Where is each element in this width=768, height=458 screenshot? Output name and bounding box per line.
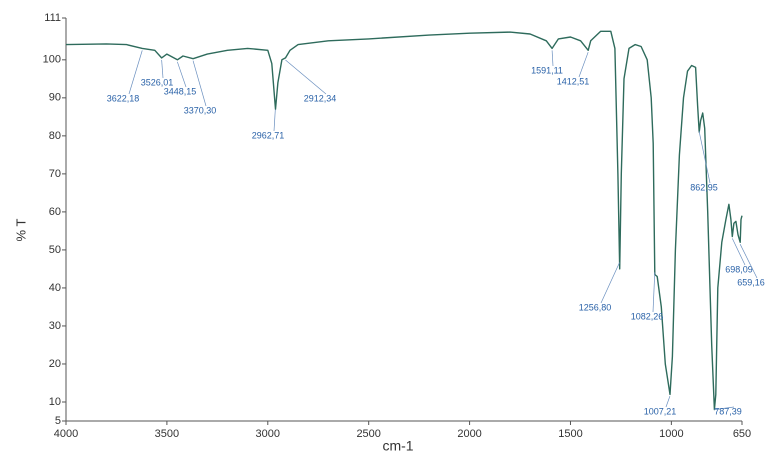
annotation-leader: [698, 130, 711, 184]
annotation-label: 1082,26: [631, 311, 664, 321]
y-tick-label: 90: [49, 92, 61, 104]
annotation-label: 698,09: [725, 264, 753, 274]
annotation-leader: [652, 272, 656, 313]
annotation-leader: [128, 50, 143, 95]
annotation-label: 1007,21: [644, 406, 677, 416]
annotation-leader: [551, 50, 554, 67]
annotation-leader: [600, 262, 620, 304]
y-tick-label: 40: [49, 282, 61, 294]
annotation-leader: [161, 59, 164, 79]
x-tick-label: 2000: [457, 428, 481, 440]
x-tick-label: 650: [733, 428, 751, 440]
y-tick-label: 100: [43, 54, 61, 66]
x-axis-label: cm-1: [382, 438, 413, 454]
annotation-label: 2962,71: [252, 130, 285, 140]
x-tick-label: 3500: [155, 428, 179, 440]
y-tick-label: 70: [49, 168, 61, 180]
y-tick-label: 50: [49, 244, 61, 256]
annotation-label: 3622,18: [107, 93, 140, 103]
annotation-leader: [273, 109, 276, 132]
annotation-label: 3370,30: [184, 105, 217, 115]
annotation-leader: [665, 395, 671, 408]
y-tick-label: 60: [49, 206, 61, 218]
x-tick-label: 3000: [256, 428, 280, 440]
annotation-label: 2912,34: [304, 93, 337, 103]
annotation-leader: [177, 61, 187, 88]
y-tick-label: 20: [49, 358, 61, 370]
annotation-label: 1256,80: [579, 302, 612, 312]
annotation-label: 659,16: [737, 277, 765, 287]
annotation-leader: [192, 60, 207, 107]
annotation-label: 862,95: [690, 182, 718, 192]
annotation-label: 3526,01: [141, 77, 174, 87]
y-tick-label: 10: [49, 396, 61, 408]
annotation-leader: [739, 244, 758, 279]
x-tick-label: 4000: [54, 428, 78, 440]
y-tick-label: 111: [44, 12, 61, 24]
y-tick-label: 80: [49, 130, 61, 142]
y-axis-label: % T: [13, 219, 28, 242]
annotation-leader: [714, 406, 735, 411]
annotation-label: 1591,11: [531, 65, 563, 75]
x-tick-label: 1500: [558, 428, 582, 440]
annotation-label: 3448,15: [164, 86, 197, 96]
annotation-leader: [578, 52, 589, 78]
x-tick-label: 2500: [356, 428, 380, 440]
annotation-leader: [731, 238, 746, 266]
annotation-label: 787,39: [714, 406, 742, 416]
annotation-label: 1412,51: [557, 76, 590, 86]
annotation-leader: [285, 59, 327, 95]
x-tick-label: 1000: [659, 428, 683, 440]
y-tick-label: 5: [55, 415, 61, 427]
y-tick-label: 30: [49, 320, 61, 332]
spectrum-line: [65, 30, 743, 411]
